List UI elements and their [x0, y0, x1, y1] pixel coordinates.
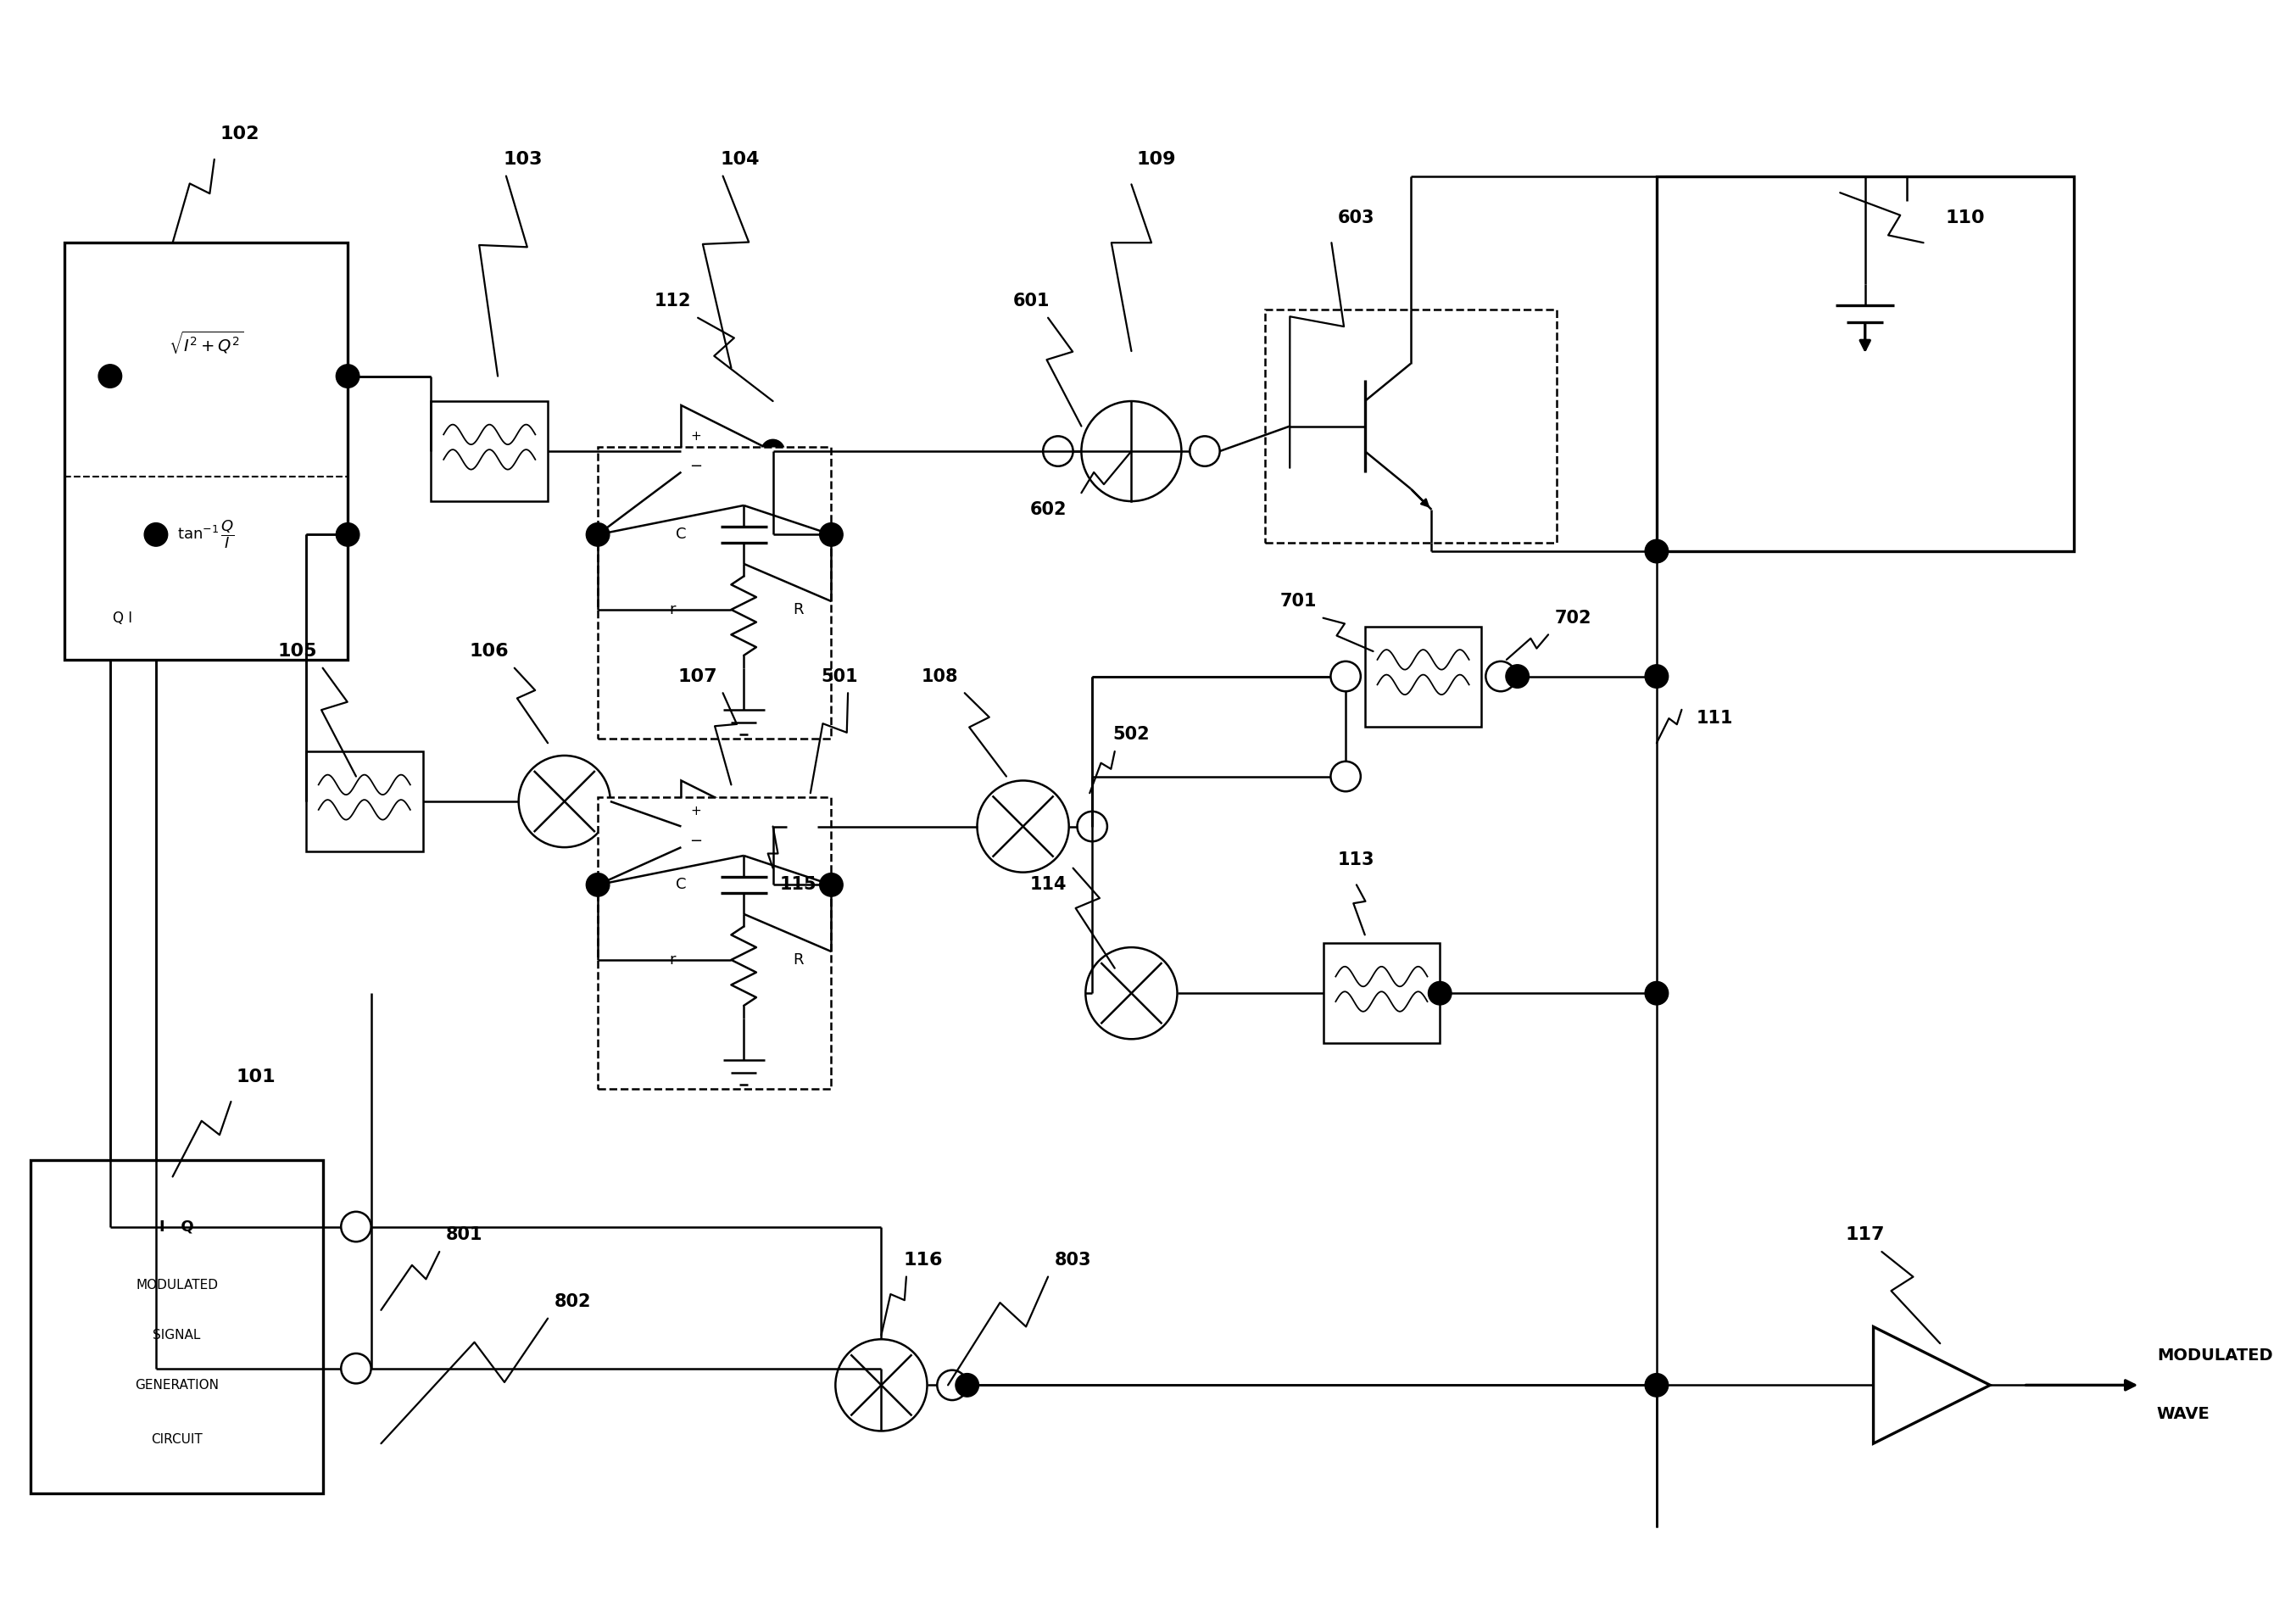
Circle shape	[335, 365, 360, 387]
Text: 110: 110	[1945, 209, 1984, 227]
Text: +: +	[691, 429, 703, 442]
Text: 104: 104	[721, 151, 760, 167]
Text: GENERATION: GENERATION	[135, 1379, 218, 1392]
Circle shape	[1644, 540, 1669, 562]
Circle shape	[1428, 982, 1451, 1004]
Bar	[1322, 943, 1440, 1043]
Bar	[64, 243, 347, 659]
Text: 602: 602	[1029, 501, 1065, 517]
Text: R: R	[792, 953, 804, 967]
Bar	[597, 447, 831, 739]
Text: Q I: Q I	[113, 611, 133, 625]
Text: 111: 111	[1697, 710, 1733, 726]
Circle shape	[955, 1374, 978, 1396]
Text: 108: 108	[921, 669, 957, 685]
Text: 113: 113	[1339, 852, 1375, 868]
Text: SIGNAL: SIGNAL	[154, 1329, 200, 1342]
Text: 102: 102	[220, 125, 259, 143]
Text: 116: 116	[902, 1252, 944, 1268]
Text: WAVE: WAVE	[2156, 1406, 2211, 1422]
Text: $\tan^{-1}\dfrac{Q}{I}$: $\tan^{-1}\dfrac{Q}{I}$	[177, 519, 234, 551]
Circle shape	[762, 815, 785, 839]
Text: 115: 115	[778, 876, 817, 893]
Text: r: r	[670, 953, 675, 967]
Bar	[1265, 310, 1557, 543]
Text: 117: 117	[1846, 1226, 1885, 1244]
Text: C: C	[675, 527, 687, 542]
Text: 701: 701	[1279, 593, 1316, 609]
Circle shape	[145, 522, 168, 546]
Bar	[1364, 627, 1481, 726]
Bar	[305, 752, 422, 852]
Bar	[432, 402, 549, 501]
Text: 114: 114	[1029, 876, 1065, 893]
Text: 106: 106	[471, 643, 510, 660]
Circle shape	[820, 522, 843, 546]
Circle shape	[820, 873, 843, 897]
Text: 801: 801	[445, 1226, 482, 1244]
Text: 101: 101	[236, 1069, 276, 1085]
Text: −: −	[689, 834, 703, 848]
Text: 803: 803	[1054, 1252, 1091, 1268]
Circle shape	[585, 522, 608, 546]
Circle shape	[1644, 982, 1669, 1004]
Circle shape	[335, 522, 360, 546]
Text: 107: 107	[677, 669, 719, 685]
Text: +: +	[691, 805, 703, 818]
Text: 502: 502	[1114, 726, 1150, 742]
Circle shape	[1644, 665, 1669, 688]
Text: 501: 501	[822, 669, 859, 685]
Text: R: R	[792, 603, 804, 617]
Circle shape	[1506, 665, 1529, 688]
Text: 109: 109	[1137, 151, 1176, 167]
Text: I   Q: I Q	[161, 1220, 195, 1234]
Circle shape	[762, 440, 785, 463]
Text: CIRCUIT: CIRCUIT	[152, 1433, 202, 1446]
Text: r: r	[670, 603, 675, 617]
Text: 601: 601	[1013, 292, 1049, 310]
Text: 103: 103	[503, 151, 542, 167]
Text: 105: 105	[278, 643, 317, 660]
Bar	[597, 797, 831, 1090]
Bar	[1658, 177, 2073, 551]
Text: −: −	[689, 458, 703, 474]
Text: 702: 702	[1554, 609, 1591, 627]
Circle shape	[99, 365, 122, 387]
Text: 603: 603	[1339, 209, 1375, 227]
Circle shape	[1644, 1374, 1669, 1396]
Text: MODULATED: MODULATED	[2156, 1348, 2273, 1364]
Text: 802: 802	[553, 1294, 592, 1310]
Circle shape	[585, 873, 608, 897]
Text: 112: 112	[654, 292, 691, 310]
Bar	[30, 1160, 324, 1493]
Text: $\sqrt{I^2+Q^2}$: $\sqrt{I^2+Q^2}$	[168, 329, 243, 355]
Text: MODULATED: MODULATED	[135, 1279, 218, 1292]
Text: C: C	[675, 877, 687, 892]
